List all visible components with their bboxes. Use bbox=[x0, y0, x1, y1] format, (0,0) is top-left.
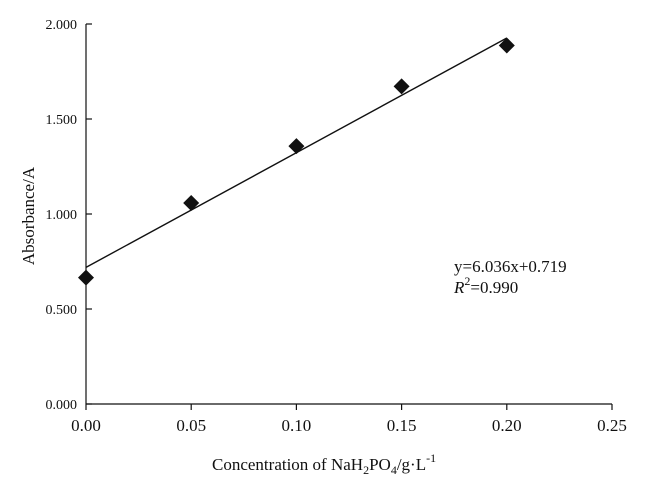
x-axis-title-sup: -1 bbox=[426, 451, 436, 465]
x-axis-title-suffix: /g·L bbox=[397, 455, 426, 474]
x-tick-label: 0.05 bbox=[176, 416, 206, 435]
x-tick-label: 0.15 bbox=[387, 416, 417, 435]
y-tick-label: 0.500 bbox=[46, 303, 78, 318]
x-ticks: 0.00 0.05 0.10 0.15 0.20 0.25 bbox=[71, 404, 627, 435]
x-tick-label: 0.10 bbox=[282, 416, 312, 435]
x-tick-label: 0.20 bbox=[492, 416, 522, 435]
data-point bbox=[393, 78, 410, 95]
data-point bbox=[288, 138, 305, 155]
x-axis-title-prefix: Concentration of NaH bbox=[212, 455, 363, 474]
r-squared-symbol: R bbox=[453, 278, 465, 297]
y-tick-label: 1.000 bbox=[46, 208, 78, 223]
x-tick-label: 0.25 bbox=[597, 416, 627, 435]
r-squared-sup: 2 bbox=[464, 274, 470, 288]
data-point bbox=[183, 194, 200, 211]
r-squared-value: =0.990 bbox=[470, 278, 518, 297]
x-axis-title: Concentration of NaH2PO4/g·L-1 bbox=[212, 451, 436, 477]
x-axis-title-sub1: 2 bbox=[363, 463, 369, 477]
data-point bbox=[78, 269, 94, 286]
x-tick-label: 0.00 bbox=[71, 416, 101, 435]
data-point bbox=[498, 37, 515, 54]
x-axis-title-mid: PO bbox=[369, 455, 391, 474]
y-tick-label: 1.500 bbox=[46, 113, 78, 128]
y-tick-label: 2.000 bbox=[46, 18, 78, 33]
y-tick-label: 0.000 bbox=[46, 398, 78, 413]
fit-equation: y=6.036x+0.719 bbox=[454, 257, 567, 276]
fit-r-squared: R2=0.990 bbox=[453, 274, 518, 297]
x-axis-title-sub2: 4 bbox=[391, 463, 397, 477]
data-points bbox=[78, 37, 515, 286]
y-ticks: 0.000 0.500 1.000 1.500 2.000 bbox=[46, 18, 92, 413]
y-axis-title: Absorbance/A bbox=[19, 166, 38, 265]
